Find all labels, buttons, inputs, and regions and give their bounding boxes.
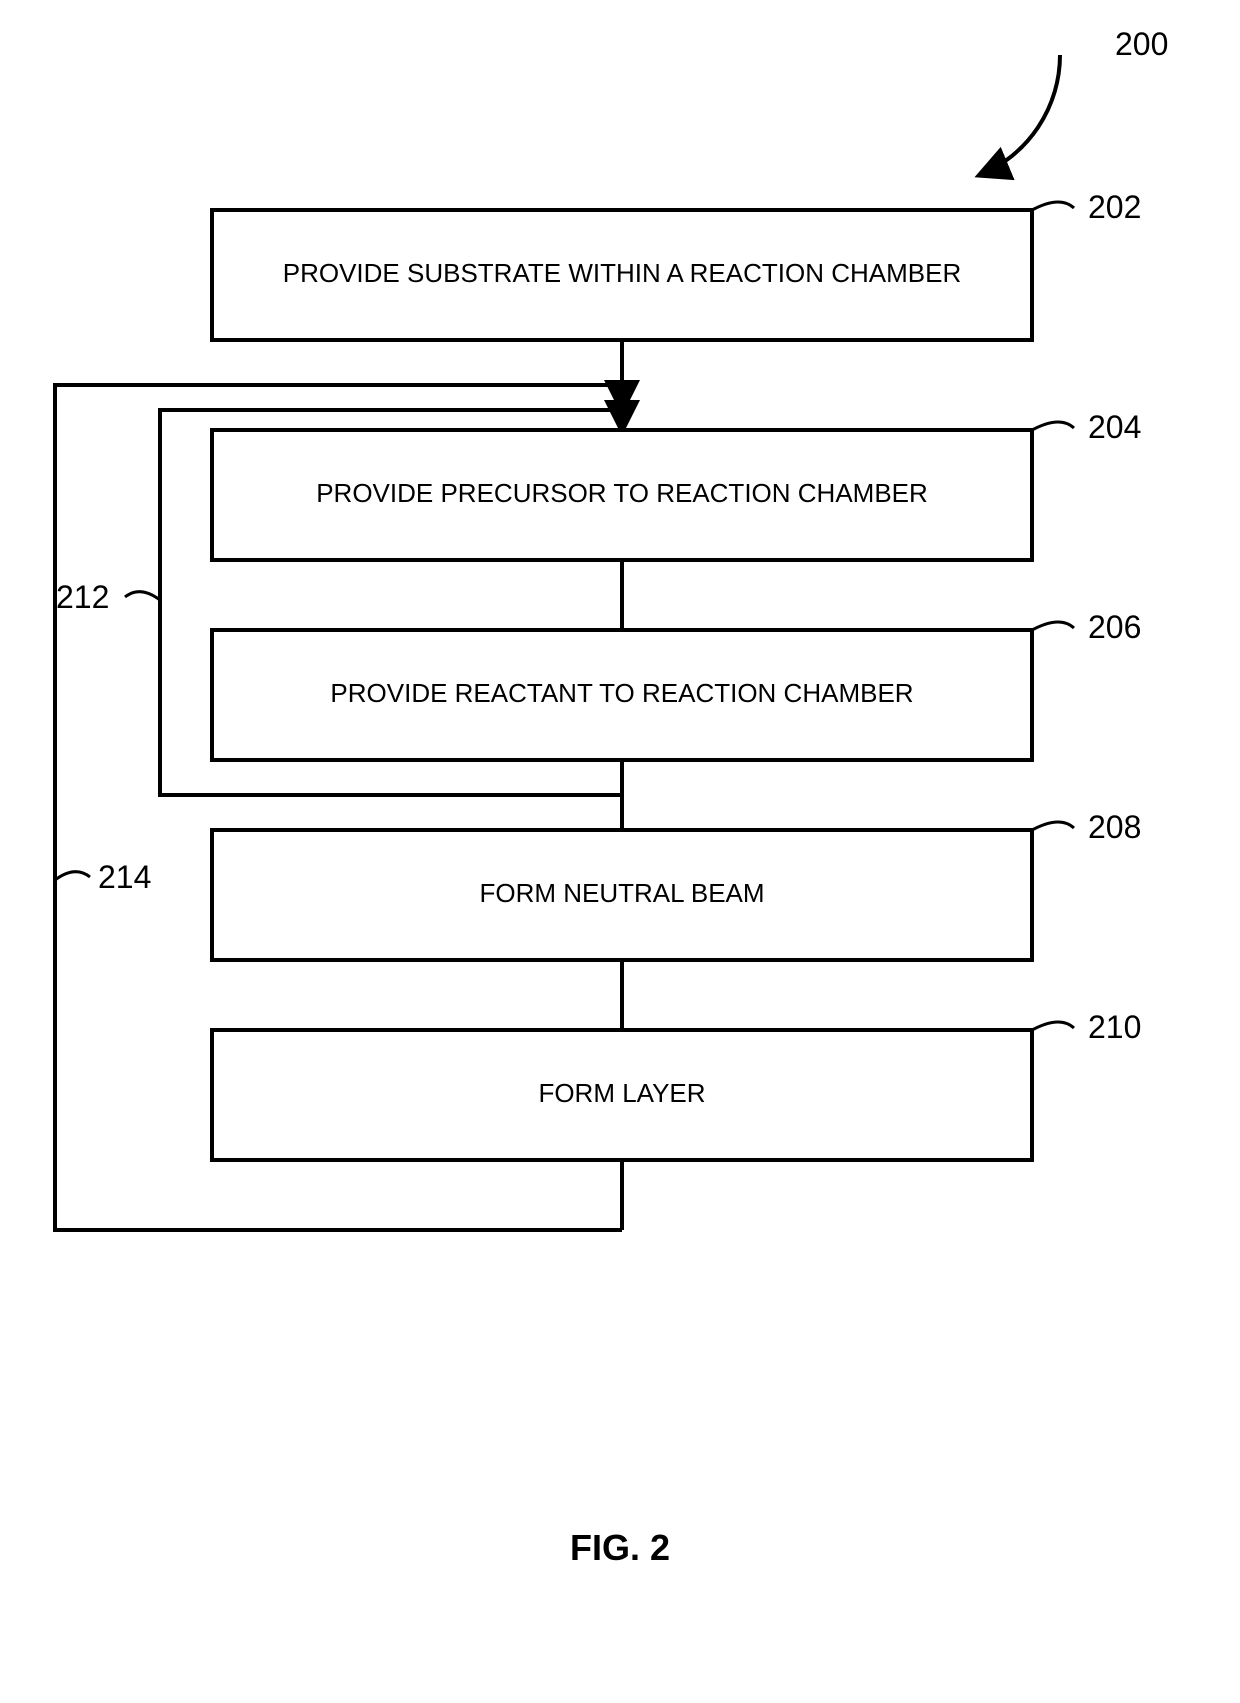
leader-202: [1032, 202, 1074, 210]
flowchart-svg: 200 PROVIDE SUBSTRATE WITHIN A REACTION …: [0, 0, 1240, 1703]
leader-204: [1032, 422, 1074, 430]
node-210: FORM LAYER 210: [212, 1009, 1141, 1160]
node-202-label: PROVIDE SUBSTRATE WITHIN A REACTION CHAM…: [283, 258, 962, 288]
node-208: FORM NEUTRAL BEAM 208: [212, 809, 1141, 960]
ref-label-202: 202: [1088, 189, 1141, 225]
leader-206: [1032, 622, 1074, 630]
figure-caption: FIG. 2: [570, 1527, 670, 1568]
node-204: PROVIDE PRECURSOR TO REACTION CHAMBER 20…: [212, 409, 1141, 560]
ref-label-214: 214: [98, 859, 151, 895]
node-202: PROVIDE SUBSTRATE WITHIN A REACTION CHAM…: [212, 189, 1141, 340]
ref-label-208: 208: [1088, 809, 1141, 845]
ref-label-204: 204: [1088, 409, 1141, 445]
node-208-label: FORM NEUTRAL BEAM: [479, 878, 764, 908]
node-206: PROVIDE REACTANT TO REACTION CHAMBER 206: [212, 609, 1141, 760]
leader-210: [1032, 1022, 1074, 1030]
node-204-label: PROVIDE PRECURSOR TO REACTION CHAMBER: [316, 478, 928, 508]
leader-214: [55, 872, 90, 880]
ref-label-200: 200: [1115, 26, 1168, 62]
node-210-label: FORM LAYER: [538, 1078, 705, 1108]
node-206-label: PROVIDE REACTANT TO REACTION CHAMBER: [330, 678, 913, 708]
ref-label-212: 212: [56, 579, 109, 615]
ref-label-206: 206: [1088, 609, 1141, 645]
figure-ref-200: 200: [980, 26, 1168, 175]
leader-208: [1032, 822, 1074, 830]
ref-label-210: 210: [1088, 1009, 1141, 1045]
leader-212: [125, 592, 160, 600]
